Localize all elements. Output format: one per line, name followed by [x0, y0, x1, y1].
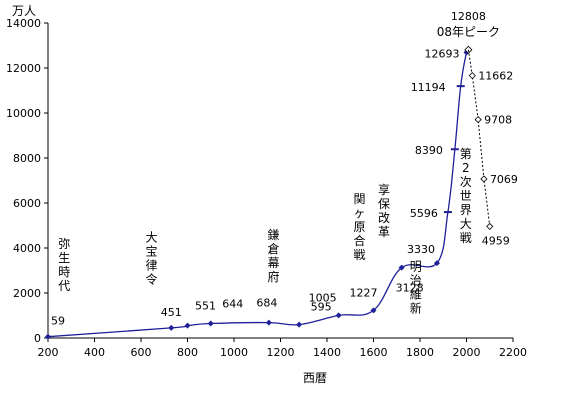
- x-tick-label: 800: [177, 346, 198, 359]
- data-label: 4959: [482, 234, 510, 247]
- annotation-label: 明治維新: [410, 260, 422, 316]
- data-label: 451: [161, 306, 182, 319]
- data-point: [265, 319, 272, 326]
- y-tick-label: 6000: [13, 197, 41, 210]
- data-label: 3128: [396, 282, 424, 295]
- annotation-label: 第 2 次世界大戦: [460, 147, 472, 245]
- x-axis-title: 西暦: [303, 371, 327, 385]
- data-label: 12808: [451, 10, 486, 23]
- y-tick-label: 4000: [13, 242, 41, 255]
- x-tick-label: 1000: [220, 346, 248, 359]
- data-label: 8390: [415, 144, 443, 157]
- data-label: 7069: [490, 173, 518, 186]
- annotation-label: 鎌倉幕府: [268, 227, 280, 284]
- data-label: 644: [222, 298, 243, 311]
- series-projection-line: [467, 49, 491, 227]
- data-label: 12693: [425, 47, 460, 60]
- data-label: 5596: [410, 207, 438, 220]
- projection-point: [474, 116, 482, 124]
- x-tick-label: 200: [38, 346, 59, 359]
- series-layer: [45, 45, 494, 340]
- data-point: [370, 307, 377, 314]
- data-point: [168, 324, 175, 331]
- x-tick-label: 2000: [453, 346, 481, 359]
- data-label: 3330: [407, 243, 435, 256]
- data-label: 11194: [411, 81, 446, 94]
- data-point: [45, 333, 51, 340]
- data-point: [398, 264, 405, 271]
- axes: 0 2000 4000 6000 8000 10000 12000 14000 200 400 60…: [6, 17, 527, 359]
- y-tick-label: 8000: [13, 152, 41, 165]
- x-tick-label: 2200: [499, 346, 527, 359]
- data-point: [296, 321, 303, 328]
- y-axis-unit-label: 万人: [12, 4, 36, 18]
- projection-point: [486, 222, 494, 230]
- x-tick-label: 600: [131, 346, 152, 359]
- annotation-label: 弥生時代: [58, 236, 70, 293]
- x-tick-label: 400: [84, 346, 105, 359]
- data-label: 1005: [309, 291, 337, 304]
- data-label: 9708: [484, 114, 512, 127]
- data-label: 684: [256, 297, 277, 310]
- y-tick-label: 12000: [6, 62, 41, 75]
- data-point: [335, 312, 342, 319]
- y-tick-label: 2000: [13, 287, 41, 300]
- y-tick-label: 14000: [6, 17, 41, 30]
- annotation-label: 08年ピーク: [437, 25, 500, 39]
- y-tick-label: 10000: [6, 107, 41, 120]
- data-label: 551: [195, 300, 216, 313]
- x-tick-label: 1200: [267, 346, 295, 359]
- data-label: 59: [51, 315, 65, 328]
- projection-point: [468, 72, 476, 80]
- x-tick-label: 1600: [360, 346, 388, 359]
- data-label: 595: [311, 301, 332, 314]
- data-point: [184, 322, 191, 329]
- annotation-label: 大宝律令: [145, 230, 157, 286]
- annotation-label: 享保改革: [378, 182, 390, 239]
- data-point: [433, 260, 440, 267]
- x-tick-label: 1400: [313, 346, 341, 359]
- y-tick-label: 0: [34, 332, 41, 345]
- annotation-label: 関ヶ原合戦: [354, 192, 366, 262]
- projection-point: [480, 175, 488, 183]
- data-label: 11662: [478, 70, 513, 83]
- data-point: [207, 320, 214, 327]
- data-label: 1227: [350, 286, 378, 299]
- x-tick-label: 1800: [406, 346, 434, 359]
